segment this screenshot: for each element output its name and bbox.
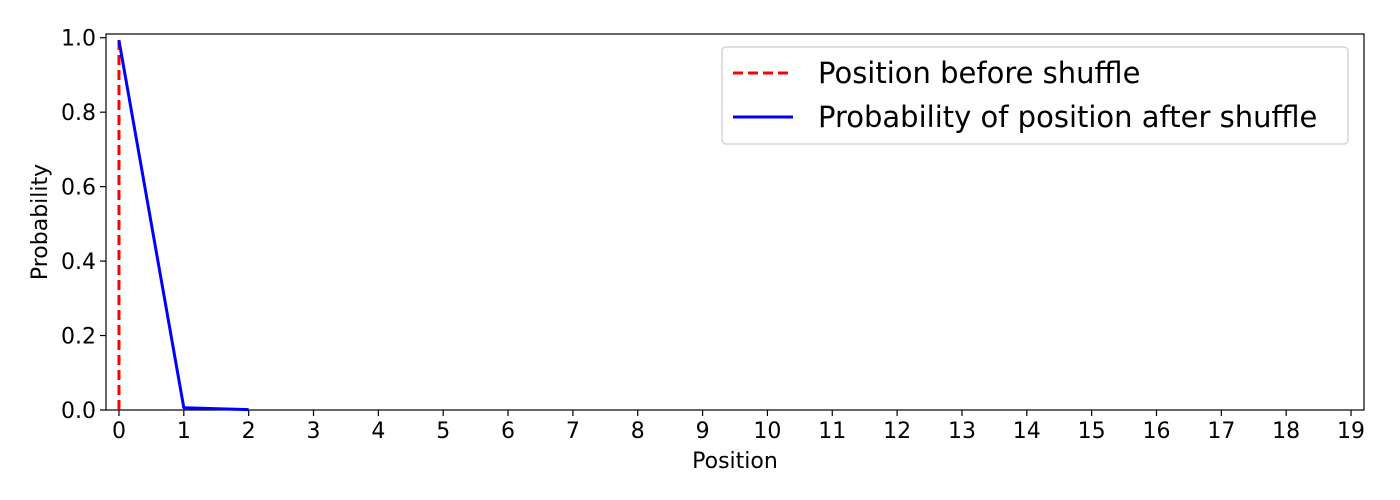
x-tick-label: 0	[112, 419, 126, 444]
legend-label-probability-after-shuffle: Probability of position after shuffle	[818, 100, 1317, 134]
x-axis-label: Position	[692, 449, 778, 474]
legend-box	[721, 46, 1349, 145]
x-tick-label: 17	[1207, 419, 1235, 444]
x-tick-label: 15	[1078, 419, 1106, 444]
x-tick-label: 8	[631, 419, 645, 444]
x-tick-label: 14	[1013, 419, 1041, 444]
series-layer	[117, 37, 249, 412]
y-tick-label: 1.0	[61, 27, 96, 52]
x-tick-label: 16	[1142, 419, 1170, 444]
legend-label-position-before-shuffle: Position before shuffle	[818, 56, 1140, 90]
x-tick-label: 3	[307, 419, 321, 444]
y-axis-label: Probability	[28, 164, 53, 280]
x-tick-label: 6	[501, 419, 515, 444]
x-tick-label: 10	[753, 419, 781, 444]
x-tick-label: 18	[1272, 419, 1300, 444]
y-axis-ticks: 0.0 0.2 0.4 0.6 0.8 1.0	[61, 27, 106, 424]
y-tick-label: 0.0	[61, 399, 96, 424]
y-tick-label: 0.4	[61, 250, 96, 275]
x-tick-label: 11	[818, 419, 846, 444]
x-tick-label: 5	[436, 419, 450, 444]
x-tick-label: 12	[883, 419, 911, 444]
x-tick-label: 7	[566, 419, 580, 444]
x-tick-label: 9	[696, 419, 710, 444]
x-tick-label: 1	[177, 419, 191, 444]
y-tick-label: 0.2	[61, 325, 96, 350]
x-tick-label: 4	[371, 419, 385, 444]
x-axis-ticks: 0 1 2 3 4 5 6 7 8 9 10 11 12 13 14 15 16 17 18 19	[112, 410, 1365, 444]
y-tick-label: 0.8	[61, 101, 96, 126]
x-tick-label: 13	[948, 419, 976, 444]
x-tick-label: 19	[1337, 419, 1365, 444]
x-tick-label: 2	[242, 419, 256, 444]
y-tick-label: 0.6	[61, 176, 96, 201]
series-line-probability-after-shuffle	[117, 40, 249, 412]
legend: Position before shuffle Probability of p…	[721, 46, 1349, 145]
